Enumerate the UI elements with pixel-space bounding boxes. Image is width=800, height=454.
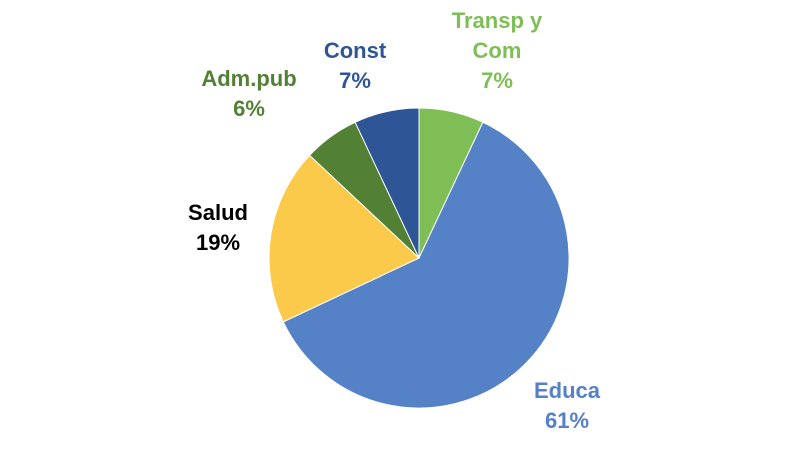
slice-category-label-transp-y-com: Com (473, 38, 522, 63)
slice-percent-label-adm-pub: 6% (233, 96, 265, 121)
slice-percent-label-salud: 19% (196, 230, 240, 255)
slice-percent-label-const: 7% (339, 68, 371, 93)
slice-percent-label-educa: 61% (545, 408, 589, 433)
pie-slice-salud (268, 154, 420, 323)
pie-slice-const (354, 107, 420, 259)
pie-labels: Transp y Com 7% Educa 61% Salud 19% Adm.pub 6% Co… (188, 8, 601, 433)
slice-category-label-const: Const (324, 38, 387, 63)
slice-category-label-adm-pub: Adm.pub (201, 66, 296, 91)
slice-percent-label-transp-y-com: 7% (481, 68, 513, 93)
pie-slices (268, 107, 570, 409)
slice-category-label-transp-y-com: Transp y (452, 8, 543, 33)
pie-slice-educa (282, 121, 570, 409)
slice-category-label-educa: Educa (534, 378, 601, 403)
slice-category-label-salud: Salud (188, 200, 248, 225)
